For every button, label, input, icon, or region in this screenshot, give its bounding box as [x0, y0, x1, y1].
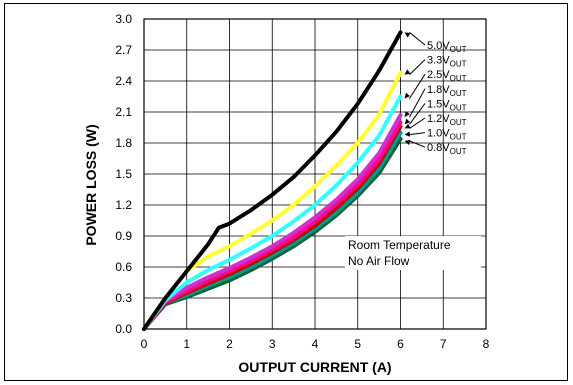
plot-area-border	[143, 18, 487, 330]
annotation-no-air-flow: No Air Flow	[348, 254, 410, 268]
x-tick-label: 2	[226, 337, 233, 351]
y-tick-label: 2.4	[115, 74, 132, 88]
y-tick-label: 0.9	[115, 229, 132, 243]
legend-arrowhead	[404, 69, 411, 75]
legend-label: 5.0VOUT	[427, 40, 467, 54]
legend-leader-line	[409, 73, 426, 99]
y-tick-label: 3.0	[115, 12, 132, 26]
series-line-1p5v	[142, 120, 403, 331]
legend-leader-line	[409, 103, 426, 125]
legend-leader-line	[409, 59, 426, 76]
legend-label: 1.8VOUT	[427, 84, 467, 98]
legend-leader-line	[409, 32, 426, 46]
x-tick-label: 1	[183, 337, 190, 351]
x-tick-labels: 0 1 2 3 4 5 6 7 8	[141, 337, 490, 351]
legend-label: 2.5VOUT	[427, 69, 467, 83]
legend-leader-line	[409, 132, 426, 136]
legend-label: 0.8VOUT	[427, 142, 467, 156]
x-tick-label: 5	[354, 337, 361, 351]
y-tick-label: 0.6	[115, 260, 132, 274]
legend-arrowhead	[404, 32, 411, 38]
figure-frame	[4, 3, 568, 381]
legend-arrowhead	[404, 92, 410, 99]
legend-leader-line	[409, 140, 426, 148]
series-line-5p0v	[142, 30, 403, 331]
y-axis-title: POWER LOSS (W)	[83, 124, 99, 245]
x-tick-label: 7	[440, 337, 447, 351]
legend-label: 3.3VOUT	[427, 55, 467, 69]
y-tick-label: 0.0	[115, 322, 132, 336]
legend-leader-line	[409, 88, 426, 118]
legend-arrowhead	[404, 140, 411, 145]
y-tick-label: 2.1	[115, 105, 132, 119]
y-tick-label: 1.2	[115, 198, 132, 212]
legend-arrowhead	[404, 118, 411, 125]
annotation-room-temperature: Room Temperature	[348, 238, 451, 252]
legend-arrowhead	[404, 131, 411, 137]
y-tick-label: 0.3	[115, 291, 132, 305]
x-tick-label: 4	[312, 337, 319, 351]
x-tick-label: 3	[269, 337, 276, 351]
y-tick-labels: 0.0 0.3 0.6 0.9 1.2 1.5 1.8 2.1 2.4 2.7 3.0	[115, 12, 132, 336]
series-line-1p8v	[142, 113, 403, 331]
x-tick-label: 0	[141, 337, 148, 351]
legend-arrowhead	[404, 111, 410, 118]
y-tick-label: 2.7	[115, 43, 132, 57]
x-tick-label: 8	[483, 337, 490, 351]
x-axis-title: OUTPUT CURRENT (A)	[238, 359, 391, 375]
grid	[144, 19, 486, 329]
series-layer	[142, 30, 403, 331]
legend-arrowhead	[404, 123, 411, 129]
y-tick-label: 1.8	[115, 136, 132, 150]
legend-label: 1.0VOUT	[427, 128, 467, 142]
y-tick-label: 1.5	[115, 167, 132, 181]
series-line-2p5v	[142, 94, 403, 331]
legend-labels: 5.0VOUT3.3VOUT2.5VOUT1.8VOUT1.5VOUT1.2VO…	[404, 32, 467, 156]
annotation-box	[345, 236, 481, 270]
x-tick-label: 6	[397, 337, 404, 351]
legend-leader-line	[409, 117, 426, 129]
legend-label: 1.2VOUT	[427, 113, 467, 127]
legend-label: 1.5VOUT	[427, 98, 467, 112]
